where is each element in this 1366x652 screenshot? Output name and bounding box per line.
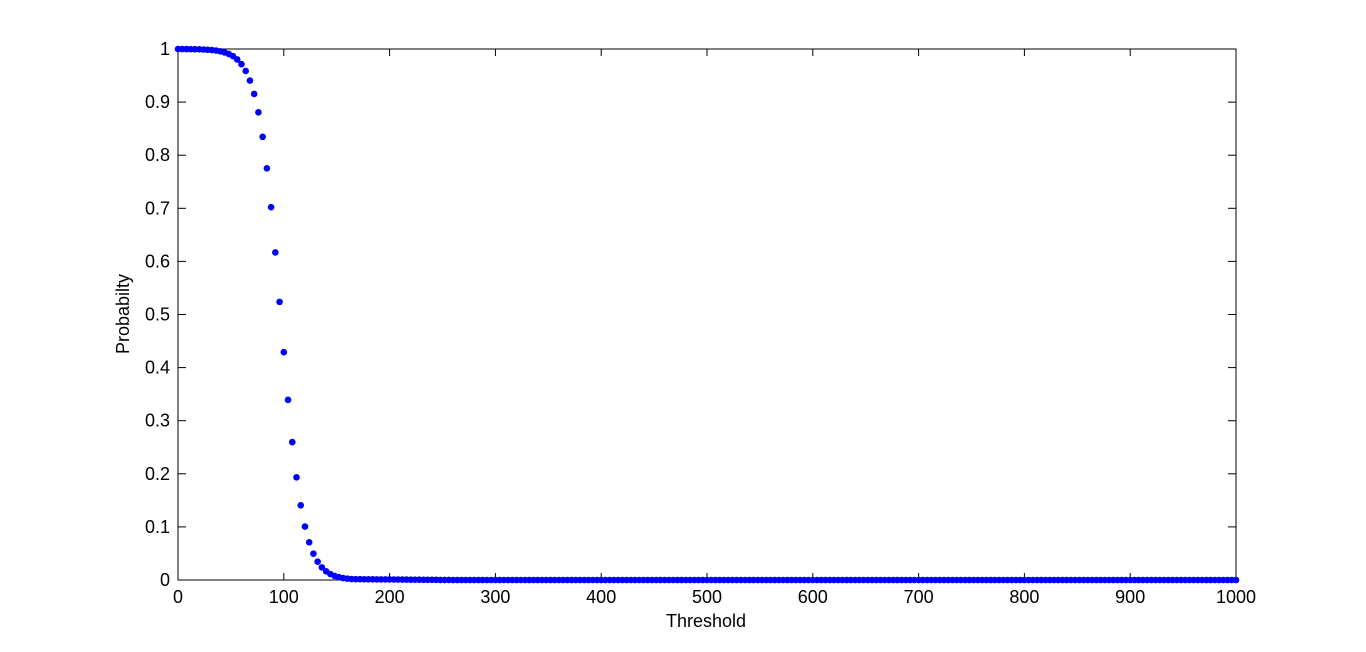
data-point (255, 109, 262, 116)
x-axis-label: Threshold (666, 611, 746, 631)
data-point (289, 439, 296, 446)
plot-area (178, 49, 1236, 580)
y-tick-label: 0.8 (145, 145, 170, 165)
data-point (281, 349, 288, 356)
data-point (259, 133, 266, 140)
y-tick-label: 0.5 (145, 305, 170, 325)
y-axis-label: Probabilty (113, 274, 133, 354)
data-point (302, 523, 309, 530)
x-tick-label: 1000 (1216, 587, 1256, 607)
data-point (247, 77, 254, 84)
y-tick-label: 0 (160, 570, 170, 590)
x-tick-label: 700 (904, 587, 934, 607)
axes-box (178, 49, 1236, 580)
x-tick-label: 0 (173, 587, 183, 607)
y-tick-label: 0.4 (145, 358, 170, 378)
x-tick-label: 500 (692, 587, 722, 607)
x-tick-label: 600 (798, 587, 828, 607)
data-point (276, 299, 283, 306)
data-point (242, 68, 249, 75)
data-point (264, 165, 271, 172)
y-tick-label: 0.6 (145, 251, 170, 271)
data-point (238, 61, 245, 68)
y-tick-label: 0.3 (145, 411, 170, 431)
x-tick-label: 400 (586, 587, 616, 607)
x-tick-label: 200 (375, 587, 405, 607)
y-tick-label: 0.7 (145, 198, 170, 218)
data-point (310, 550, 317, 557)
data-point (251, 91, 258, 98)
y-tick-label: 0.1 (145, 517, 170, 537)
data-point (1233, 577, 1240, 584)
x-tick-label: 800 (1009, 587, 1039, 607)
x-tick-label: 300 (480, 587, 510, 607)
x-tick-label: 900 (1115, 587, 1145, 607)
data-point (306, 539, 313, 546)
data-point (285, 397, 292, 404)
y-tick-label: 1 (160, 39, 170, 59)
data-point (314, 558, 321, 565)
data-point (293, 474, 300, 481)
y-tick-label: 0.9 (145, 92, 170, 112)
data-point (272, 249, 279, 256)
data-point (268, 204, 275, 211)
x-tick-label: 100 (269, 587, 299, 607)
y-tick-label: 0.2 (145, 464, 170, 484)
data-point (297, 502, 304, 509)
